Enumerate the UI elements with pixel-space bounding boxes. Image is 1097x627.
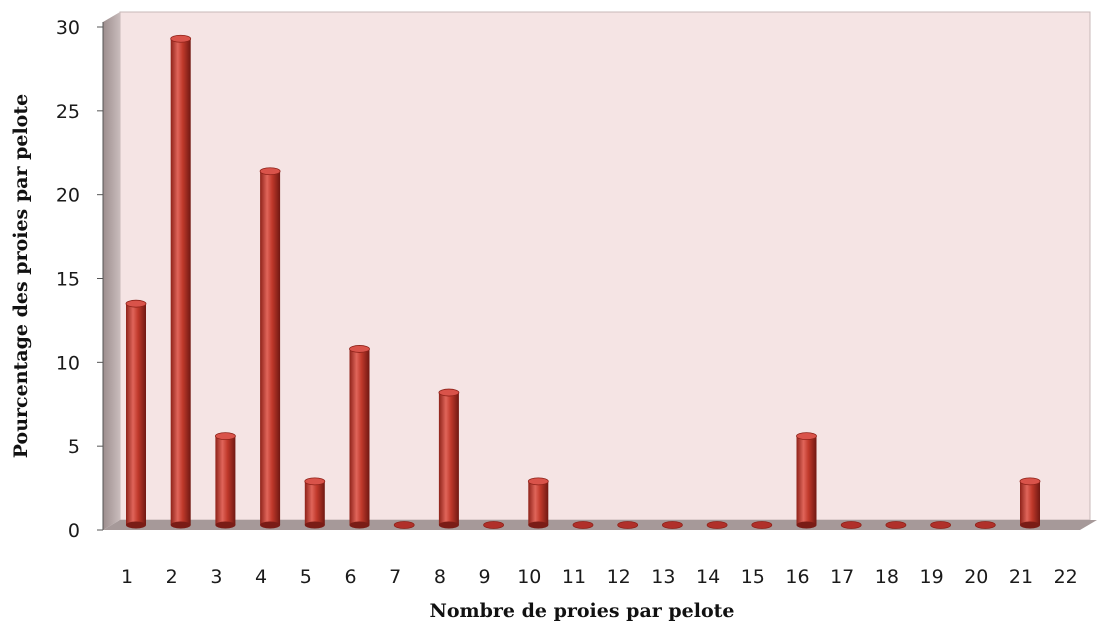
x-tick-label: 14 [696, 566, 720, 588]
x-tick-label: 16 [785, 566, 809, 588]
bar-base [438, 521, 459, 529]
bar-top [706, 521, 728, 529]
bar [304, 477, 326, 529]
bar [259, 167, 281, 529]
bar-body [349, 348, 370, 525]
bar [349, 345, 370, 529]
bar [617, 521, 639, 529]
x-tick-label: 15 [741, 566, 765, 588]
x-tick-label: 1 [121, 566, 133, 588]
bar-top [393, 521, 415, 529]
bar-top [527, 477, 549, 486]
bar-top [617, 521, 639, 529]
bar-base [170, 521, 191, 529]
bar-top [125, 299, 147, 308]
bar-base [126, 521, 146, 529]
bar-body [438, 392, 459, 525]
bar [393, 521, 415, 529]
y-tick-label: 5 [68, 436, 80, 458]
bar [885, 521, 907, 529]
y-axis-ticks: 0 5 10 15 20 25 30 [56, 17, 103, 542]
bar [974, 521, 996, 529]
bar [527, 477, 549, 529]
x-tick-label: 20 [964, 566, 988, 588]
x-tick-label: 13 [651, 566, 675, 588]
bar-top [840, 521, 862, 529]
bar-body [126, 303, 146, 525]
bar-top [796, 432, 817, 441]
x-tick-label: 4 [255, 566, 267, 588]
x-tick-label: 9 [479, 566, 491, 588]
bar-top [438, 388, 460, 397]
bar-body [170, 38, 191, 526]
x-tick-label: 10 [517, 566, 541, 588]
x-tick-label: 11 [562, 566, 586, 588]
bar [751, 521, 773, 529]
bar-base [528, 521, 549, 529]
x-tick-label: 17 [830, 566, 854, 588]
bar-base [1020, 521, 1040, 529]
x-tick-label: 21 [1009, 566, 1033, 588]
bar-base [349, 521, 370, 529]
bar [840, 521, 862, 529]
bar-top [349, 345, 370, 353]
x-tick-label: 22 [1054, 566, 1078, 588]
x-tick-label: 5 [300, 566, 312, 588]
bar-top [751, 521, 773, 529]
x-tick-label: 6 [344, 566, 356, 588]
bar-top [662, 521, 683, 529]
bar [170, 34, 192, 529]
bar [125, 299, 147, 529]
bar-top [304, 477, 326, 486]
bar-body [528, 481, 549, 525]
x-tick-label: 3 [210, 566, 222, 588]
bar-body [260, 171, 281, 525]
bar-body [215, 436, 236, 525]
y-tick-label: 15 [56, 269, 80, 291]
bar-top [214, 432, 236, 441]
bar [796, 432, 817, 529]
bar [930, 521, 951, 529]
x-tick-label: 12 [607, 566, 631, 588]
bar [572, 521, 594, 529]
y-tick-label: 25 [56, 101, 80, 123]
x-axis-ticks: 1 2 3 4 5 6 7 8 9 10 11 12 13 14 15 16 17 18 19 20 21 22 [121, 566, 1078, 588]
bar-body [1020, 481, 1040, 525]
bar-body [304, 481, 325, 525]
bar-body [796, 436, 817, 525]
bar [662, 521, 683, 529]
bar-base [260, 521, 281, 529]
x-tick-label: 7 [389, 566, 401, 588]
bar-top [930, 521, 951, 529]
bar [483, 521, 505, 529]
y-tick-label: 30 [56, 17, 80, 39]
bar-base [215, 521, 236, 529]
x-tick-label: 2 [166, 566, 178, 588]
bar-top [572, 521, 594, 529]
bar-base [304, 521, 325, 529]
y-tick-label: 20 [56, 185, 80, 207]
y-axis-title: Pourcentage des proies par pelote [10, 94, 32, 458]
x-axis-title: Nombre de proies par pelote [429, 600, 734, 622]
x-tick-label: 18 [875, 566, 899, 588]
bar-top [259, 167, 281, 176]
bar-base [796, 521, 817, 529]
x-tick-label: 8 [434, 566, 446, 588]
y-tick-label: 0 [68, 520, 80, 542]
bar-top [974, 521, 996, 529]
bar [438, 388, 460, 529]
bar [214, 432, 236, 529]
bar [1019, 477, 1041, 529]
bar-top [483, 521, 505, 529]
bars [125, 34, 1041, 529]
x-tick-label: 19 [920, 566, 944, 588]
plot-side-wall [103, 12, 120, 530]
y-tick-label: 10 [56, 352, 80, 374]
bar [706, 521, 728, 529]
bar-top [1019, 477, 1041, 486]
bar-top [885, 521, 907, 529]
bar-top [170, 34, 192, 43]
